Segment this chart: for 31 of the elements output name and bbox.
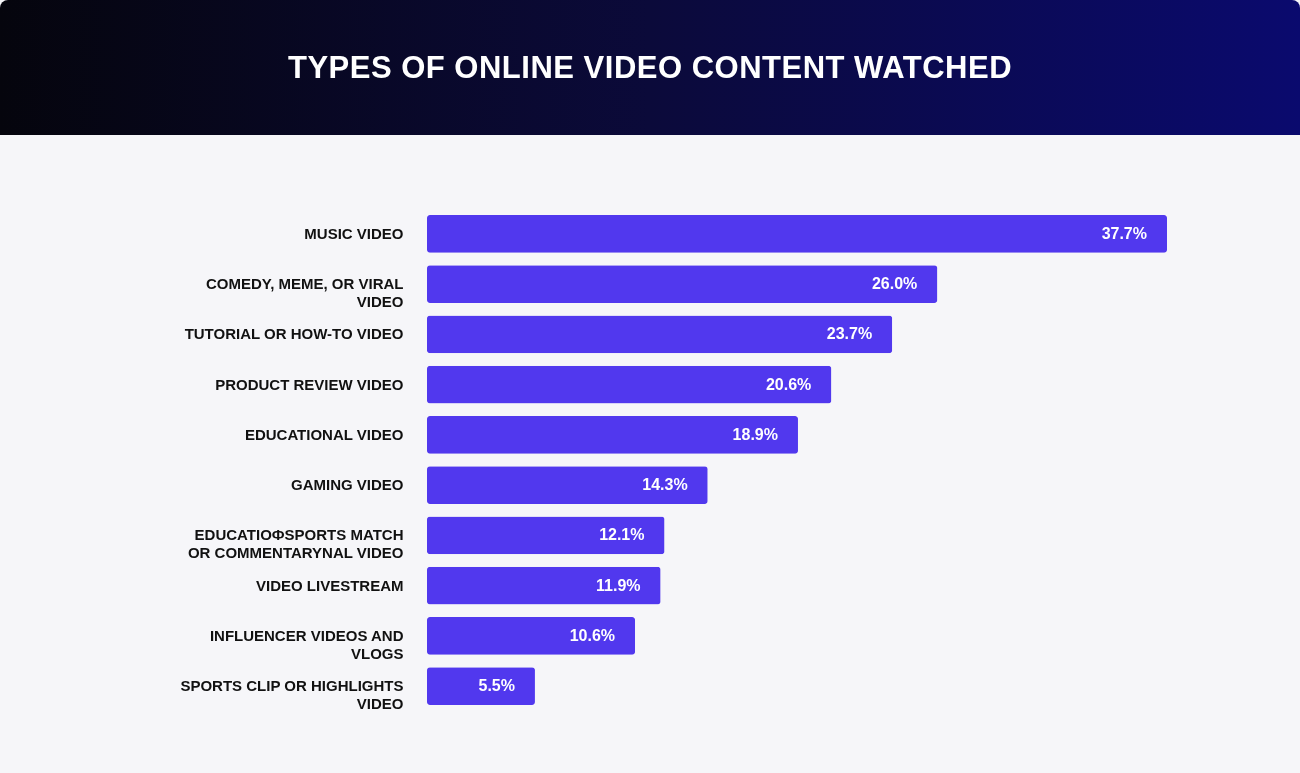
- y-tick-label: COMEDY, MEME, OR VIRAL VIDEO: [205, 275, 404, 311]
- y-tick-label: TUTORIAL OR HOW-TO VIDEO: [184, 325, 404, 343]
- data-label: 37.7%: [1101, 224, 1147, 242]
- bar: [427, 416, 798, 454]
- bar: [427, 365, 832, 404]
- bar: [427, 667, 535, 705]
- y-tick-label: PRODUCT REVIEW VIDEO: [215, 375, 404, 393]
- data-label: 10.6%: [569, 626, 616, 644]
- data-label: 23.7%: [826, 325, 873, 343]
- data-label: 12.1%: [599, 526, 645, 544]
- chart-title: TYPES OF ONLINE VIDEO CONTENT WATCHED: [287, 49, 1013, 86]
- bar: [427, 617, 636, 655]
- data-label: 26.0%: [871, 275, 918, 293]
- y-tick-label: SPORTS CLIP OR HIGHLIGHTS VIDEO: [180, 677, 404, 713]
- bar: [427, 215, 1167, 253]
- data-label: 11.9%: [596, 576, 641, 594]
- y-tick-label: VIDEO LIVESTREAM: [255, 576, 404, 594]
- y-tick-label: EDUCATIONAL VIDEO: [244, 425, 404, 443]
- bar: [427, 466, 708, 504]
- data-label: 5.5%: [478, 677, 515, 695]
- y-tick-label: GAMING VIDEO: [290, 476, 404, 494]
- bar: [427, 265, 938, 303]
- data-label: 14.3%: [642, 476, 688, 494]
- data-label: 18.9%: [732, 425, 778, 443]
- data-label: 20.6%: [765, 375, 812, 393]
- y-tick-label: INFLUENCER VIDEOS AND VLOGS: [209, 626, 404, 662]
- bar: [427, 566, 661, 605]
- y-tick-label: MUSIC VIDEO: [304, 224, 404, 242]
- y-tick-label: EDUCATIOФSPORTS MATCH OR COMMENTARYNAL VIDEO: [187, 526, 404, 562]
- bar: [427, 516, 665, 555]
- bar: [427, 315, 893, 354]
